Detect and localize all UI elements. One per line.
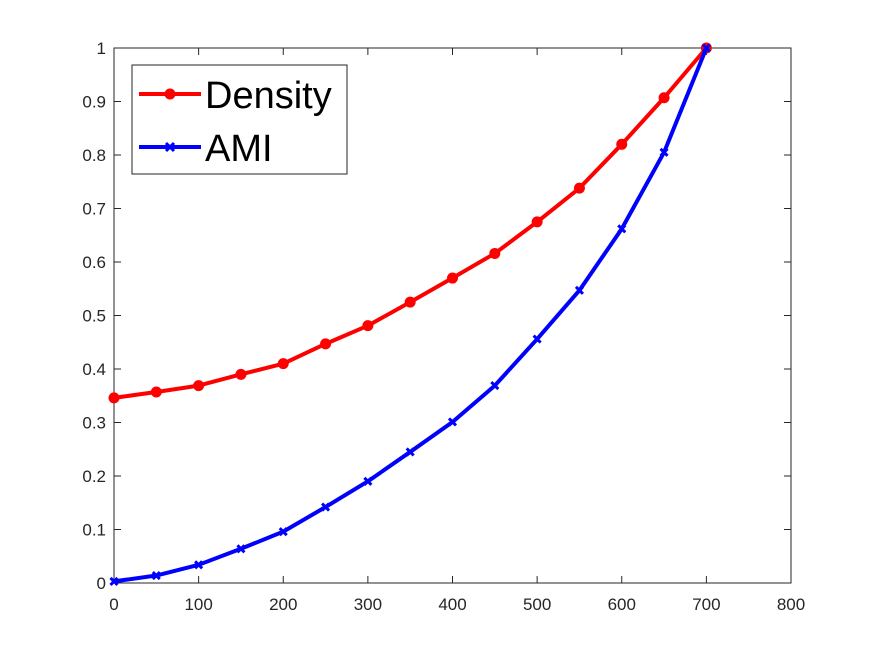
data-point-ami bbox=[109, 576, 119, 586]
x-tick-label: 300 bbox=[354, 595, 382, 614]
y-tick-label: 0.7 bbox=[82, 200, 106, 219]
data-point-ami bbox=[490, 381, 500, 391]
series-layer bbox=[108, 42, 712, 586]
y-tick-label: 1 bbox=[97, 39, 106, 58]
data-point-ami bbox=[617, 224, 627, 234]
legend-box bbox=[131, 64, 348, 175]
data-point-ami bbox=[405, 447, 415, 457]
y-tick-label: 0 bbox=[97, 574, 106, 593]
legend-marker-density bbox=[164, 88, 176, 100]
data-point-density bbox=[193, 380, 205, 392]
data-point-density bbox=[150, 386, 162, 398]
data-point-ami bbox=[447, 417, 458, 427]
data-point-ami bbox=[278, 527, 288, 537]
data-point-ami bbox=[574, 285, 584, 295]
data-point-density bbox=[277, 358, 289, 370]
x-tick-label: 200 bbox=[269, 595, 297, 614]
data-point-ami bbox=[701, 43, 711, 53]
x-tick-label: 400 bbox=[438, 595, 466, 614]
y-tick-label: 0.5 bbox=[82, 307, 106, 326]
data-point-ami bbox=[151, 570, 161, 581]
data-point-density bbox=[573, 182, 585, 194]
y-tick-label: 0.9 bbox=[82, 93, 106, 112]
data-point-density bbox=[362, 320, 374, 332]
x-tick-label: 800 bbox=[777, 595, 805, 614]
legend-label-ami: AMI bbox=[205, 128, 273, 170]
x-tick-label: 500 bbox=[523, 595, 551, 614]
legend-label-density: Density bbox=[205, 75, 332, 117]
data-point-density bbox=[531, 216, 543, 228]
legend-marker-ami bbox=[164, 141, 176, 153]
data-point-ami bbox=[363, 476, 373, 486]
data-point-ami bbox=[532, 334, 542, 344]
x-tick-label: 0 bbox=[109, 595, 118, 614]
y-tick-label: 0.6 bbox=[82, 253, 106, 272]
data-point-ami bbox=[194, 560, 204, 570]
data-point-density bbox=[447, 272, 458, 284]
data-point-density bbox=[404, 296, 416, 308]
y-tick-label: 0.2 bbox=[82, 467, 106, 486]
y-tick-label: 0.4 bbox=[82, 360, 106, 379]
data-point-density bbox=[489, 247, 501, 259]
data-point-ami bbox=[236, 544, 246, 554]
data-point-density bbox=[320, 338, 332, 350]
axis-ticks: 0 100 200 300 400 500 600 700 800 0 0.1 0.2 0.3 0.4 0.… bbox=[82, 39, 805, 614]
y-tick-label: 0.8 bbox=[82, 146, 106, 165]
data-point-density bbox=[108, 392, 120, 404]
y-tick-label: 0.1 bbox=[82, 521, 106, 540]
legend: Density AMI bbox=[131, 64, 348, 175]
data-point-density bbox=[658, 92, 670, 104]
x-tick-label: 100 bbox=[184, 595, 212, 614]
y-tick-label: 0.3 bbox=[82, 414, 106, 433]
data-point-ami bbox=[321, 502, 331, 512]
data-point-density bbox=[616, 138, 628, 150]
data-point-ami bbox=[659, 147, 669, 157]
x-tick-label: 700 bbox=[692, 595, 720, 614]
data-point-density bbox=[235, 368, 247, 380]
x-tick-label: 600 bbox=[608, 595, 636, 614]
